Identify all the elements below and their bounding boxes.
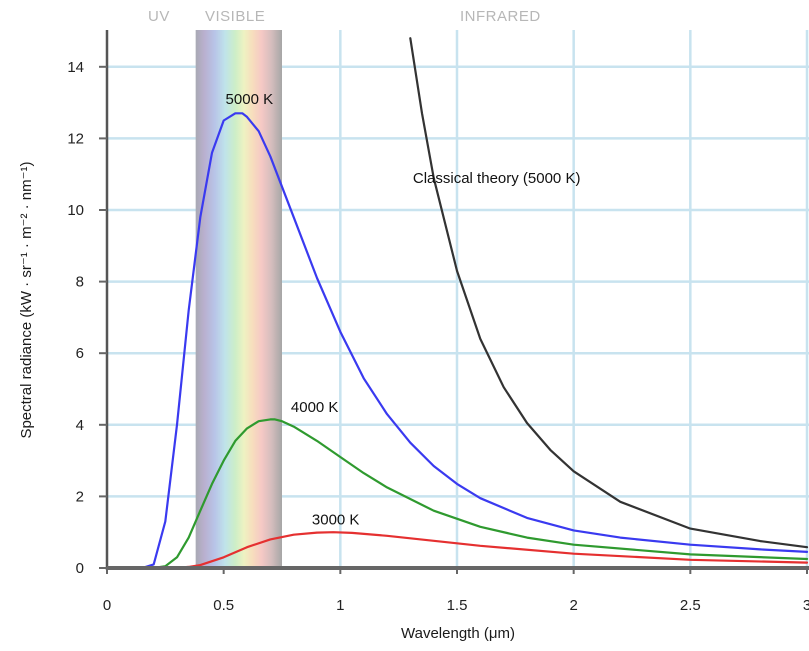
y-tick-label-4: 8 — [76, 274, 84, 291]
y-tick-label-6: 12 — [67, 130, 84, 147]
y-tick-label-2: 4 — [76, 417, 84, 434]
annotation-3: Classical theory (5000 K) — [413, 170, 581, 187]
y-tick-label-1: 2 — [76, 488, 84, 505]
x-tick-label-6: 3 — [803, 597, 809, 614]
x-tick-label-4: 2 — [569, 597, 577, 614]
band-label-infrared: INFRARED — [460, 8, 541, 25]
x-tick-label-2: 1 — [336, 597, 344, 614]
visible-spectrum-band — [195, 30, 282, 568]
x-tick-label-5: 2.5 — [680, 597, 701, 614]
y-tick-label-0: 0 — [76, 560, 84, 577]
series-lines — [129, 37, 809, 570]
y-tick-label-5: 10 — [67, 202, 84, 219]
annotation-0: 5000 K — [226, 91, 274, 108]
y-tick-label-7: 14 — [67, 59, 84, 76]
annotation-1: 4000 K — [291, 399, 339, 416]
annotation-2: 3000 K — [312, 512, 360, 529]
series-line-3 — [409, 37, 809, 549]
x-tick-label-1: 0.5 — [213, 597, 234, 614]
axes — [99, 30, 809, 574]
tick-labels: 0 0.5 1 1.5 2 2.5 3 0 2 4 6 8 10 12 14 — [67, 59, 809, 614]
visible-band-rect — [195, 30, 282, 568]
series-line-0 — [129, 112, 809, 570]
band-label-uv: UV — [148, 8, 170, 25]
x-tick-label-3: 1.5 — [447, 597, 468, 614]
band-label-visible: VISIBLE — [205, 8, 266, 25]
y-tick-label-3: 6 — [76, 345, 84, 362]
x-tick-label-0: 0 — [103, 597, 111, 614]
series-line-2 — [129, 531, 809, 570]
annotations: 5000 K 4000 K 3000 K Classical theory (5000… — [226, 91, 581, 529]
x-axis-label: Wavelength (μm) — [401, 625, 515, 642]
series-line-1 — [129, 418, 809, 570]
